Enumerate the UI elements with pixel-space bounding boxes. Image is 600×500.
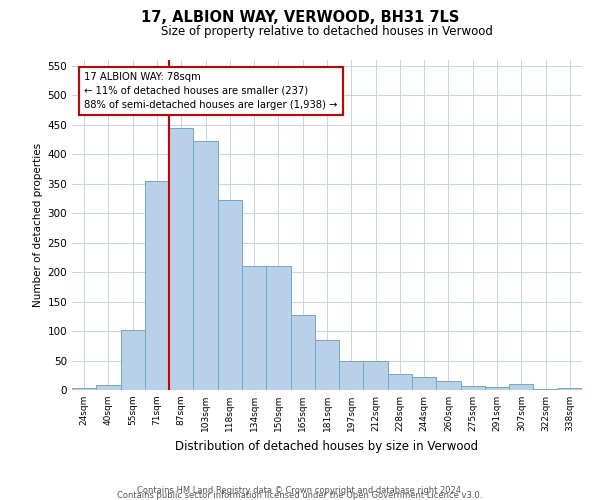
Bar	[533, 389, 558, 390]
X-axis label: Distribution of detached houses by size in Verwood: Distribution of detached houses by size …	[175, 440, 479, 452]
Title: Size of property relative to detached houses in Verwood: Size of property relative to detached ho…	[161, 25, 493, 38]
Text: Contains public sector information licensed under the Open Government Licence v3: Contains public sector information licen…	[118, 490, 482, 500]
Y-axis label: Number of detached properties: Number of detached properties	[33, 143, 43, 307]
Bar	[412, 377, 436, 390]
Bar	[242, 266, 266, 390]
Bar	[72, 388, 96, 390]
Bar	[558, 388, 582, 390]
Bar	[121, 330, 145, 390]
Bar	[461, 386, 485, 390]
Bar	[364, 361, 388, 390]
Bar	[96, 386, 121, 390]
Bar	[315, 340, 339, 390]
Bar	[436, 380, 461, 390]
Text: 17 ALBION WAY: 78sqm
← 11% of detached houses are smaller (237)
88% of semi-deta: 17 ALBION WAY: 78sqm ← 11% of detached h…	[84, 72, 338, 110]
Bar	[509, 384, 533, 390]
Bar	[266, 266, 290, 390]
Bar	[290, 315, 315, 390]
Bar	[339, 361, 364, 390]
Text: 17, ALBION WAY, VERWOOD, BH31 7LS: 17, ALBION WAY, VERWOOD, BH31 7LS	[141, 10, 459, 25]
Bar	[169, 128, 193, 390]
Bar	[388, 374, 412, 390]
Text: Contains HM Land Registry data © Crown copyright and database right 2024.: Contains HM Land Registry data © Crown c…	[137, 486, 463, 495]
Bar	[145, 181, 169, 390]
Bar	[485, 387, 509, 390]
Bar	[193, 140, 218, 390]
Bar	[218, 200, 242, 390]
